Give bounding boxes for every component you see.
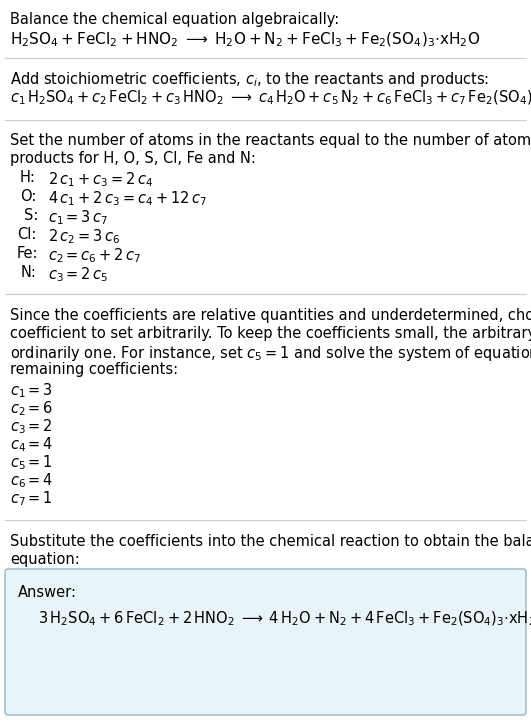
- Text: Answer:: Answer:: [18, 585, 77, 600]
- Text: $3\, \mathrm{H_2SO_4} + 6\, \mathrm{FeCl_2} + 2\, \mathrm{HNO_2} \;\longrightarr: $3\, \mathrm{H_2SO_4} + 6\, \mathrm{FeCl…: [38, 610, 531, 628]
- Text: $c_3 = 2$: $c_3 = 2$: [10, 417, 53, 435]
- Text: $c_2 = 6$: $c_2 = 6$: [10, 399, 53, 418]
- Text: $c_4 = 4$: $c_4 = 4$: [10, 435, 53, 454]
- Text: $2\,c_1 + c_3 = 2\,c_4$: $2\,c_1 + c_3 = 2\,c_4$: [48, 170, 153, 189]
- Text: N:: N:: [21, 265, 37, 280]
- Text: products for H, O, S, Cl, Fe and N:: products for H, O, S, Cl, Fe and N:: [10, 151, 256, 166]
- Text: coefficient to set arbitrarily. To keep the coefficients small, the arbitrary va: coefficient to set arbitrarily. To keep …: [10, 326, 531, 341]
- Text: $c_1\, \mathrm{H_2SO_4} + c_2\, \mathrm{FeCl_2} + c_3\, \mathrm{HNO_2} \;\longri: $c_1\, \mathrm{H_2SO_4} + c_2\, \mathrm{…: [10, 89, 531, 108]
- Text: $\mathrm{H_2SO_4 + FeCl_2 + HNO_2 \;\longrightarrow\; H_2O + N_2 + FeCl_3 + Fe_2: $\mathrm{H_2SO_4 + FeCl_2 + HNO_2 \;\lon…: [10, 31, 480, 49]
- Text: Cl:: Cl:: [17, 227, 37, 242]
- Text: ordinarily one. For instance, set $c_5 = 1$ and solve the system of equations fo: ordinarily one. For instance, set $c_5 =…: [10, 344, 531, 363]
- Text: $c_6 = 4$: $c_6 = 4$: [10, 471, 53, 490]
- FancyBboxPatch shape: [5, 569, 526, 715]
- Text: remaining coefficients:: remaining coefficients:: [10, 362, 178, 377]
- Text: $c_2 = c_6 + 2\,c_7$: $c_2 = c_6 + 2\,c_7$: [48, 246, 141, 265]
- Text: Substitute the coefficients into the chemical reaction to obtain the balanced: Substitute the coefficients into the che…: [10, 534, 531, 549]
- Text: Balance the chemical equation algebraically:: Balance the chemical equation algebraica…: [10, 12, 339, 27]
- Text: Add stoichiometric coefficients, $c_i$, to the reactants and products:: Add stoichiometric coefficients, $c_i$, …: [10, 70, 489, 89]
- Text: H:: H:: [20, 170, 36, 185]
- Text: $c_5 = 1$: $c_5 = 1$: [10, 453, 53, 472]
- Text: $c_1 = 3$: $c_1 = 3$: [10, 381, 53, 400]
- Text: O:: O:: [20, 189, 37, 204]
- Text: S:: S:: [24, 208, 38, 223]
- Text: $2\,c_2 = 3\,c_6$: $2\,c_2 = 3\,c_6$: [48, 227, 120, 246]
- Text: Set the number of atoms in the reactants equal to the number of atoms in the: Set the number of atoms in the reactants…: [10, 133, 531, 148]
- Text: $4\,c_1 + 2\,c_3 = c_4 + 12\,c_7$: $4\,c_1 + 2\,c_3 = c_4 + 12\,c_7$: [48, 189, 207, 208]
- Text: $c_3 = 2\,c_5$: $c_3 = 2\,c_5$: [48, 265, 108, 284]
- Text: equation:: equation:: [10, 552, 80, 567]
- Text: $c_1 = 3\,c_7$: $c_1 = 3\,c_7$: [48, 208, 108, 227]
- Text: Fe:: Fe:: [17, 246, 39, 261]
- Text: $c_7 = 1$: $c_7 = 1$: [10, 489, 53, 507]
- Text: Since the coefficients are relative quantities and underdetermined, choose a: Since the coefficients are relative quan…: [10, 308, 531, 323]
